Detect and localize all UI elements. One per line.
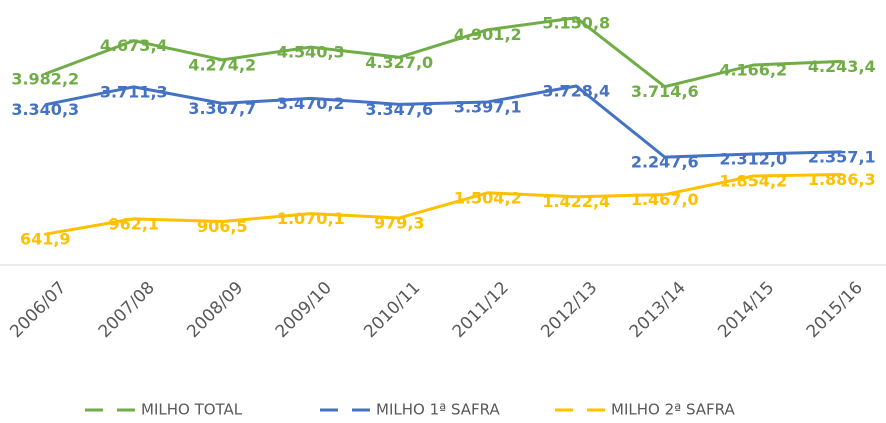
data-label: 4.540,3: [277, 43, 345, 62]
data-label: 979,3: [374, 213, 425, 232]
legend-label: MILHO TOTAL: [141, 401, 243, 419]
data-label: 3.982,2: [11, 69, 79, 88]
data-label: 1.504,2: [454, 188, 522, 207]
data-label: 3.397,1: [454, 97, 522, 116]
series-line: [44, 16, 842, 89]
data-label: 1.854,2: [719, 171, 787, 190]
data-label: 3.340,3: [11, 100, 79, 119]
x-tick-label: 2012/13: [537, 278, 601, 342]
x-tick-label: 2010/11: [360, 278, 424, 342]
x-tick-label: 2013/14: [626, 278, 690, 342]
legend-label: MILHO 2ª SAFRA: [611, 401, 735, 419]
data-label: 4.274,2: [188, 55, 256, 74]
data-label: 641,9: [20, 230, 71, 249]
data-label: 1.070,1: [277, 209, 345, 228]
data-label: 5.150,8: [542, 13, 610, 32]
data-label: 3.711,3: [100, 82, 168, 101]
data-label: 962,1: [108, 214, 159, 233]
x-tick-label: 2007/08: [95, 278, 159, 342]
data-label: 3.728,4: [542, 82, 610, 101]
data-label: 2.357,1: [808, 147, 876, 166]
data-label: 4.166,2: [719, 61, 787, 80]
data-label: 2.247,6: [631, 153, 699, 172]
data-label: 3.367,7: [188, 99, 256, 118]
data-label: 1.886,3: [808, 170, 876, 189]
data-label: 2.312,0: [719, 150, 787, 169]
data-label: 1.422,4: [542, 192, 610, 211]
data-label: 4.673,4: [100, 36, 168, 55]
series-line: [44, 172, 842, 236]
legend-label: MILHO 1ª SAFRA: [376, 401, 500, 419]
data-label: 4.901,2: [454, 25, 522, 44]
data-label: 1.467,0: [631, 190, 699, 209]
x-tick-label: 2014/15: [714, 278, 778, 342]
data-label: 3.470,2: [277, 94, 345, 113]
data-label: 906,5: [197, 217, 248, 236]
data-label: 4.327,0: [365, 53, 433, 72]
data-label: 4.243,4: [808, 57, 876, 76]
x-tick-label: 2009/10: [272, 278, 336, 342]
data-label: 3.714,6: [631, 82, 699, 101]
x-tick-label: 2006/07: [6, 278, 70, 342]
x-tick-label: 2015/16: [803, 278, 867, 342]
series-line: [44, 84, 842, 159]
x-tick-label: 2008/09: [183, 278, 247, 342]
data-label: 3.347,6: [365, 100, 433, 119]
x-tick-label: 2011/12: [449, 278, 513, 342]
